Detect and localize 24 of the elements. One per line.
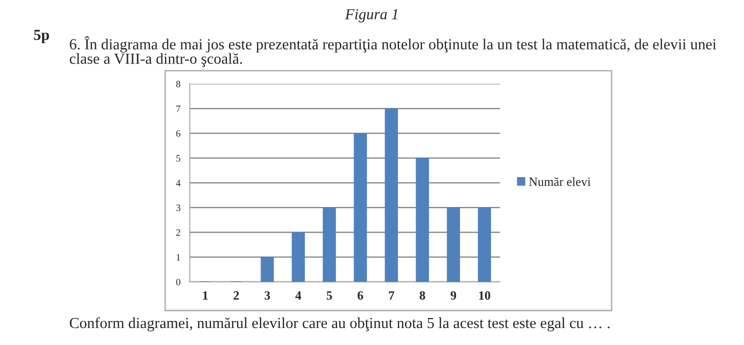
x-tick-label: 9	[450, 291, 456, 300]
y-tick-label: 4	[176, 180, 181, 186]
x-tick-label: 2	[234, 291, 239, 300]
y-tick-label: 8	[176, 80, 180, 88]
y-tick-label: 5	[176, 155, 180, 162]
y-tick-label: 1	[176, 254, 180, 260]
x-tick-label: 5	[326, 291, 332, 300]
x-tick-label: 3	[264, 291, 270, 300]
y-tick-label: 3	[176, 204, 180, 212]
x-tick-label: 10	[479, 291, 490, 300]
y-tick-label: 6	[176, 130, 180, 137]
x-tick-label: 6	[358, 291, 364, 300]
y-tick-label: 2	[176, 229, 180, 236]
x-tick-label: 8	[420, 291, 426, 300]
y-tick-label: 0	[176, 278, 180, 286]
x-tick-label: 1	[203, 291, 208, 300]
legend-label: Număr elevi	[529, 177, 591, 186]
x-tick-label: 4	[295, 291, 302, 300]
text: 5p	[34, 30, 49, 44]
x-tick-label: 7	[388, 291, 394, 300]
text: Conform diagramei, numărul elevilor care au obţinut nota 5 la acest test este egal cu … .	[70, 317, 610, 332]
text: 6. În diagrama de mai jos este prezentată repartiţia notelor obţinute la un test la matematică, de elevii unei clase a VIII-a dintr-o şcoală.	[70, 36, 716, 67]
chart-title: Figura 1	[344, 9, 398, 22]
y-tick-label: 7	[176, 106, 180, 112]
